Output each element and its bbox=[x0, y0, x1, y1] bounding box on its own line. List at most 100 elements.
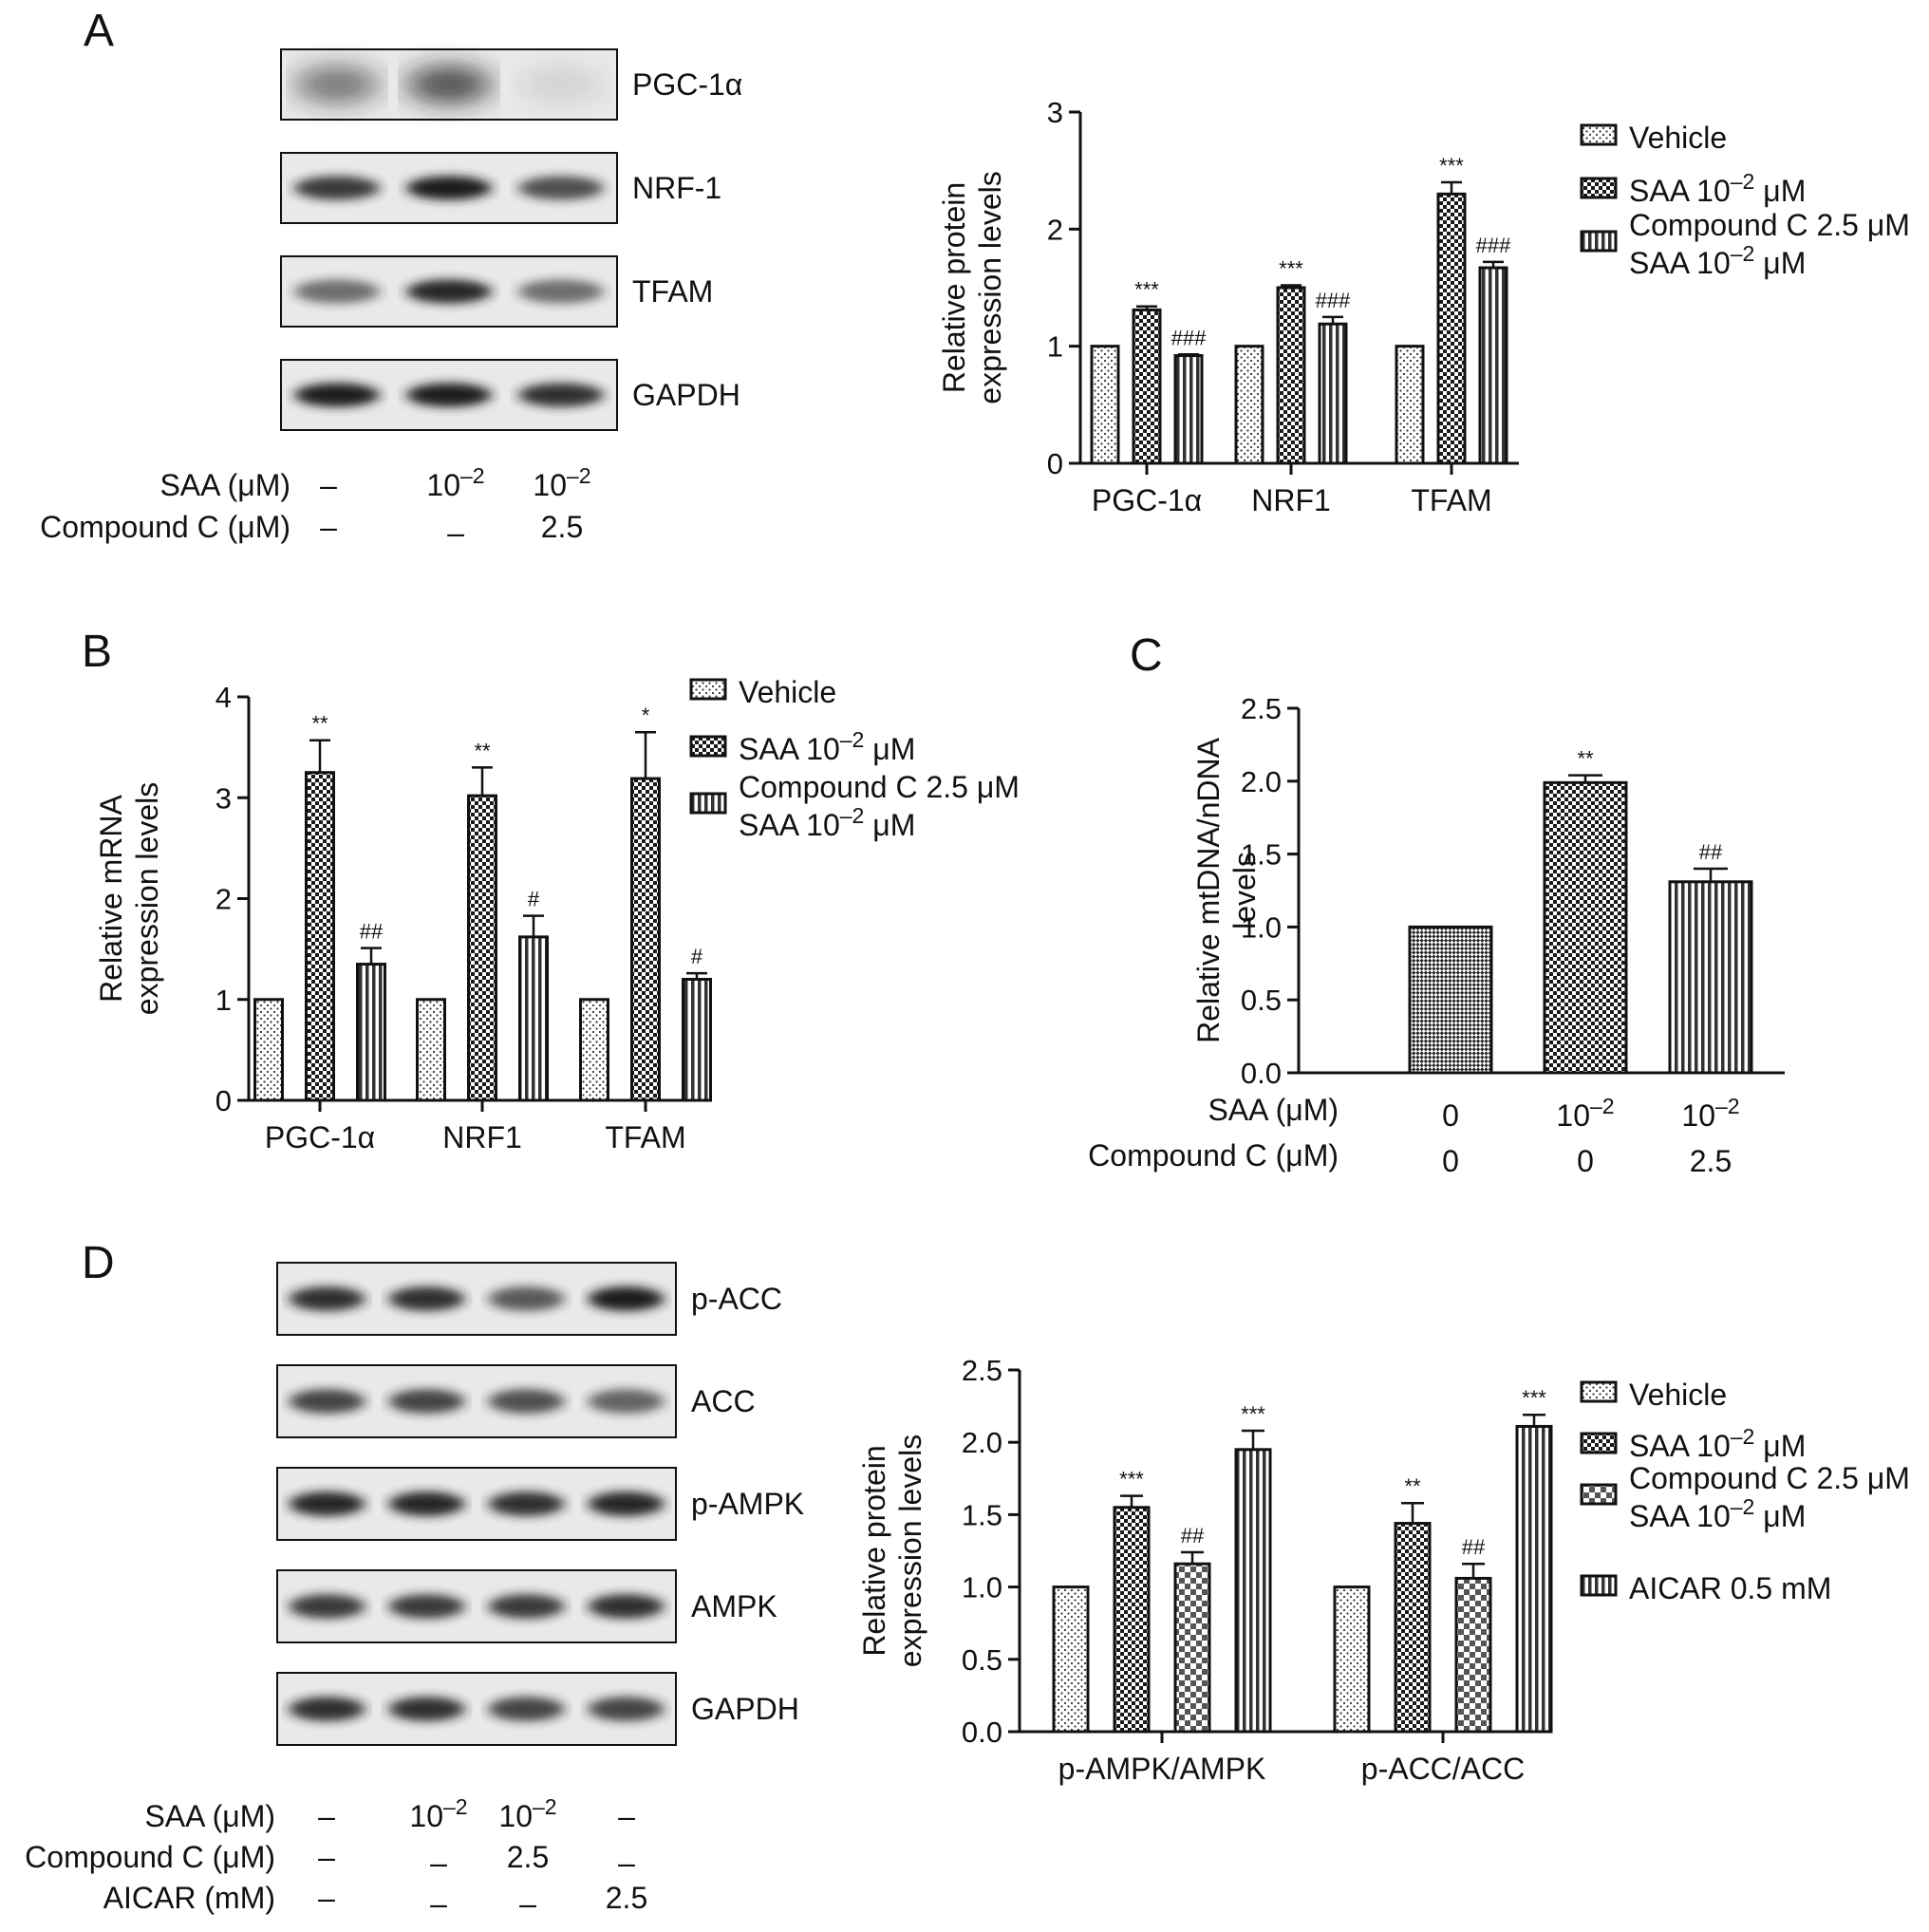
legend-label: AICAR 0.5 mM bbox=[1629, 1571, 1831, 1605]
protein-band bbox=[294, 383, 380, 407]
significance-marker: *** bbox=[1134, 278, 1159, 302]
x-category-label: NRF1 bbox=[442, 1120, 522, 1154]
bar bbox=[1543, 780, 1628, 1075]
blot-strip-0 bbox=[280, 48, 618, 121]
condition-value: – bbox=[430, 1886, 447, 1921]
bar bbox=[253, 998, 284, 1102]
legend-swatch bbox=[1580, 230, 1618, 253]
y-axis-label: Relative mRNA bbox=[94, 794, 128, 1002]
legend-label: Compound C 2.5 μM bbox=[739, 770, 1020, 804]
protein-band bbox=[518, 383, 604, 407]
protein-band bbox=[289, 1389, 365, 1414]
significance-marker: ### bbox=[1476, 234, 1511, 257]
condition-label: SAA (μM) bbox=[1208, 1093, 1339, 1127]
y-tick-label: 2.0 bbox=[1241, 765, 1282, 798]
protein-band bbox=[406, 279, 492, 304]
y-tick-label: 0.5 bbox=[962, 1643, 1002, 1677]
panel-letter-c: C bbox=[1130, 630, 1163, 681]
protein-band bbox=[388, 1594, 465, 1619]
condition-label: Compound C (μM) bbox=[25, 1840, 275, 1874]
bar bbox=[630, 777, 661, 1102]
condition-value: – bbox=[320, 468, 337, 502]
y-tick-label: 0 bbox=[215, 1084, 232, 1117]
condition-value: 0 bbox=[1442, 1098, 1459, 1133]
protein-band bbox=[488, 1389, 565, 1414]
condition-label: SAA (μM) bbox=[144, 1799, 275, 1833]
blot-strip-4 bbox=[276, 1672, 677, 1746]
bar bbox=[1113, 1506, 1151, 1734]
bar bbox=[579, 998, 609, 1102]
protein-band bbox=[388, 1697, 465, 1721]
protein-band bbox=[289, 1594, 365, 1619]
y-axis-label: expression levels bbox=[893, 1435, 927, 1667]
bar bbox=[1234, 345, 1264, 465]
y-tick-label: 4 bbox=[215, 681, 232, 714]
band-label: TFAM bbox=[632, 274, 713, 309]
x-category-label: TFAM bbox=[1411, 483, 1491, 517]
blot-strip-3 bbox=[276, 1569, 677, 1643]
bar bbox=[416, 998, 446, 1102]
legend-label: SAA 10–2​ μM bbox=[1629, 241, 1806, 280]
condition-value: – bbox=[447, 516, 464, 550]
y-axis-label: levels bbox=[1227, 852, 1262, 929]
bar bbox=[1454, 1576, 1492, 1734]
bar bbox=[1090, 345, 1120, 465]
protein-band bbox=[388, 1389, 465, 1414]
condition-value: – bbox=[318, 1799, 335, 1833]
condition-value: – bbox=[430, 1846, 447, 1880]
legend-label: Vehicle bbox=[1629, 121, 1727, 155]
condition-label: SAA (μM) bbox=[159, 468, 290, 502]
condition-label: Compound C (μM) bbox=[40, 510, 290, 544]
condition-value: 2.5 bbox=[1690, 1144, 1732, 1178]
protein-band bbox=[588, 1594, 665, 1619]
y-tick-label: 1.5 bbox=[1241, 838, 1282, 872]
bar-chart-b: 0 1 2 3 4 Relative mRNA expression levels PGC-1… bbox=[94, 675, 1020, 1154]
protein-band bbox=[289, 1491, 365, 1516]
condition-value: – bbox=[320, 510, 337, 544]
legend-label: SAA 10–2​ μM bbox=[1629, 1494, 1806, 1533]
significance-marker: # bbox=[528, 888, 540, 911]
y-axis-label: expression levels bbox=[130, 782, 164, 1015]
significance-marker: * bbox=[642, 703, 650, 727]
significance-marker: ** bbox=[474, 739, 491, 762]
condition-label: AICAR (mM) bbox=[103, 1881, 275, 1915]
band-label: p-AMPK bbox=[691, 1487, 804, 1521]
condition-value: 10–2​ bbox=[1681, 1094, 1739, 1133]
band-label: ACC bbox=[691, 1384, 756, 1418]
protein-band bbox=[294, 176, 380, 200]
panel-letter-d: D bbox=[82, 1238, 115, 1288]
significance-marker: *** bbox=[1522, 1386, 1546, 1410]
significance-marker: *** bbox=[1241, 1402, 1265, 1426]
bar bbox=[1276, 286, 1306, 465]
legend-label: SAA 10–2​ μM bbox=[1629, 169, 1806, 208]
protein-band bbox=[588, 1389, 665, 1414]
protein-band bbox=[518, 65, 604, 104]
y-tick-label: 0.5 bbox=[1241, 984, 1282, 1017]
bar bbox=[1395, 345, 1425, 465]
significance-marker: ### bbox=[1171, 326, 1207, 349]
y-tick-label: 1 bbox=[1047, 330, 1063, 364]
condition-value: 0 bbox=[1577, 1144, 1594, 1178]
condition-value: 10–2​ bbox=[1556, 1094, 1614, 1133]
legend-label: Vehicle bbox=[1629, 1378, 1727, 1412]
legend-swatch bbox=[1580, 177, 1618, 199]
y-axis-label: Relative mtDNA/nDNA bbox=[1191, 737, 1226, 1043]
band-label: AMPK bbox=[691, 1589, 777, 1623]
legend-swatch bbox=[689, 792, 727, 815]
y-tick-label: 0.0 bbox=[1241, 1057, 1282, 1090]
blot-strip-3 bbox=[280, 359, 618, 431]
bar bbox=[518, 935, 549, 1102]
legend-swatch bbox=[1580, 123, 1618, 146]
protein-band bbox=[518, 279, 604, 304]
legend-swatch bbox=[1580, 1380, 1618, 1403]
condition-value: 10–2​ bbox=[426, 463, 484, 502]
y-tick-label: 2 bbox=[1047, 213, 1063, 246]
bar bbox=[1318, 322, 1348, 465]
significance-marker: ### bbox=[1316, 289, 1351, 312]
legend-label: Vehicle bbox=[739, 675, 836, 709]
legend-swatch bbox=[689, 735, 727, 758]
protein-band bbox=[518, 176, 604, 200]
bar bbox=[1234, 1448, 1272, 1734]
condition-value: 10–2​ bbox=[498, 1794, 556, 1833]
blot-strip-1 bbox=[276, 1364, 677, 1438]
